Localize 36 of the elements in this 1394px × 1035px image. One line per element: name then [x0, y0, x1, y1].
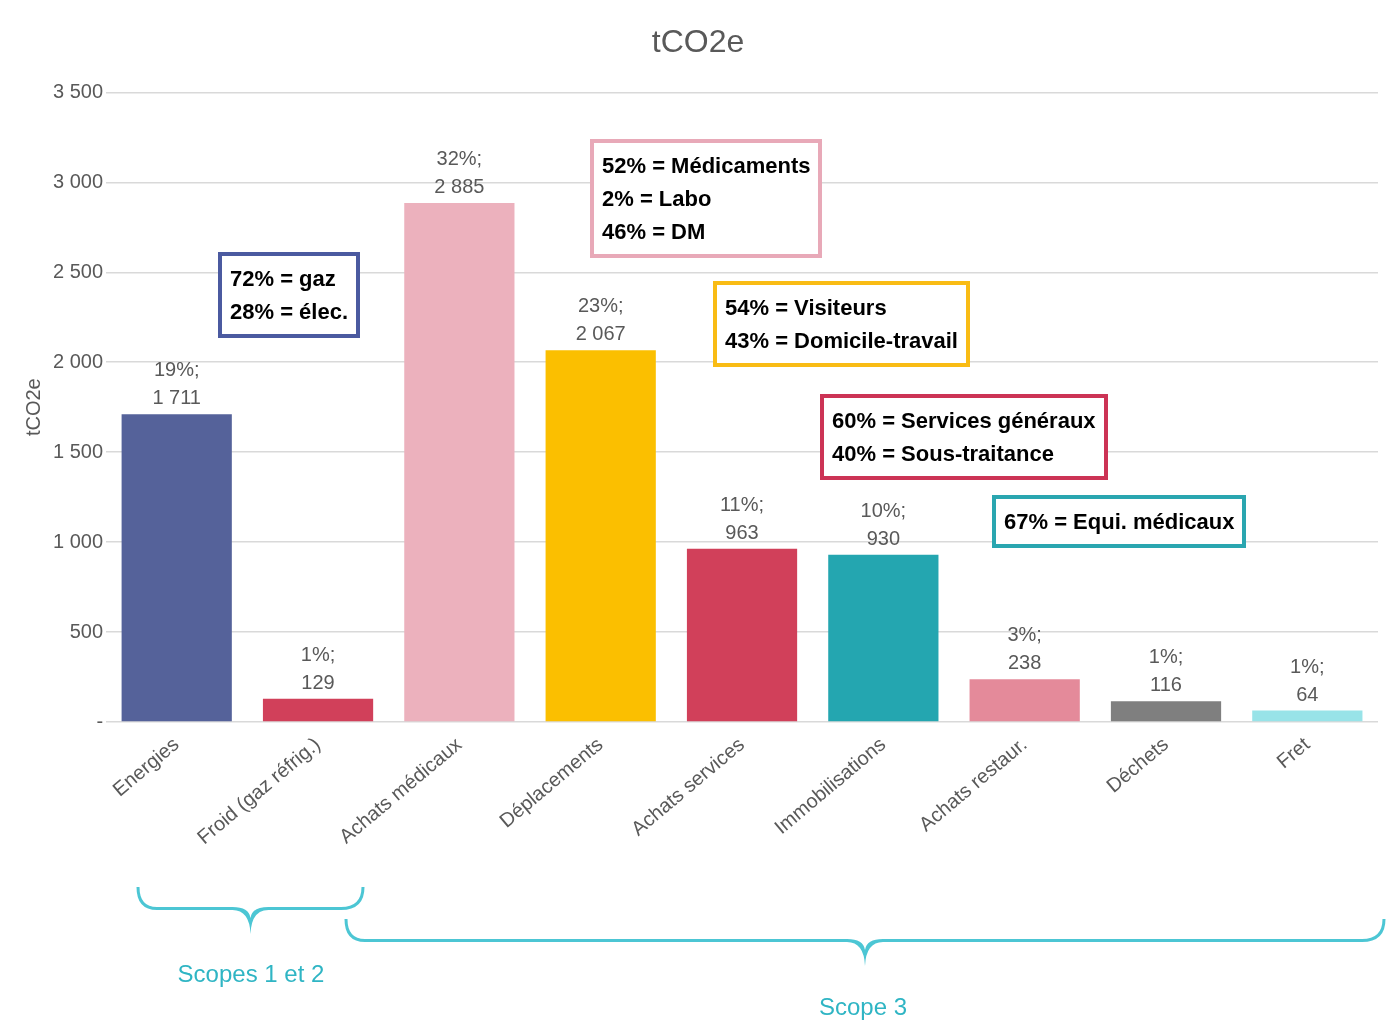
- text: Scopes 1 et 2: [176, 960, 326, 988]
- y-tick-label: -: [96, 709, 104, 732]
- bar: [1252, 710, 1363, 722]
- data-label: 1%; 129: [300, 642, 336, 693]
- data-label: 1%; 116: [1148, 645, 1184, 696]
- y-tick-label: 1 000: [52, 529, 104, 552]
- data-label: 32%; 2 885: [434, 147, 485, 198]
- bar: [121, 414, 232, 722]
- data-label: 11%; 963: [719, 492, 765, 543]
- y-tick-label: 3 000: [52, 169, 104, 192]
- x-tick-label: Fret: [1272, 732, 1314, 773]
- chart-title: tCO2e: [651, 23, 745, 60]
- bar: [828, 554, 939, 722]
- text: Scope 3: [817, 993, 909, 1021]
- bar: [545, 350, 656, 722]
- y-tick-label: 500: [69, 619, 104, 642]
- bar: [686, 548, 798, 722]
- bar: [262, 698, 374, 722]
- y-tick-label: 2 500: [52, 259, 104, 282]
- y-axis-title: tCO2e: [21, 378, 44, 437]
- data-label: 1%; 64: [1290, 654, 1325, 705]
- data-label: 23%; 2 067: [575, 294, 626, 345]
- annotation: 52% = Médicaments 2% = Labo 46% = DM: [590, 139, 823, 258]
- y-tick-label: 2 000: [52, 349, 104, 372]
- bar: [969, 679, 1080, 722]
- bar: [1110, 701, 1222, 722]
- y-tick-label: 3 500: [52, 79, 104, 102]
- annotation: 72% = gaz 28% = élec.: [218, 252, 361, 338]
- data-label: 19%; 1 711: [152, 358, 201, 409]
- y-tick-label: 1 500: [52, 439, 104, 462]
- bar: [404, 203, 515, 722]
- annotation: 60% = Services généraux 40% = Sous-traitance: [820, 394, 1108, 480]
- annotation: 67% = Equi. médicaux: [992, 495, 1247, 548]
- data-label: 10%; 930: [860, 498, 907, 549]
- annotation: 54% = Visiteurs 43% = Domicile-travail: [713, 281, 970, 367]
- data-label: 3%; 238: [1007, 623, 1042, 674]
